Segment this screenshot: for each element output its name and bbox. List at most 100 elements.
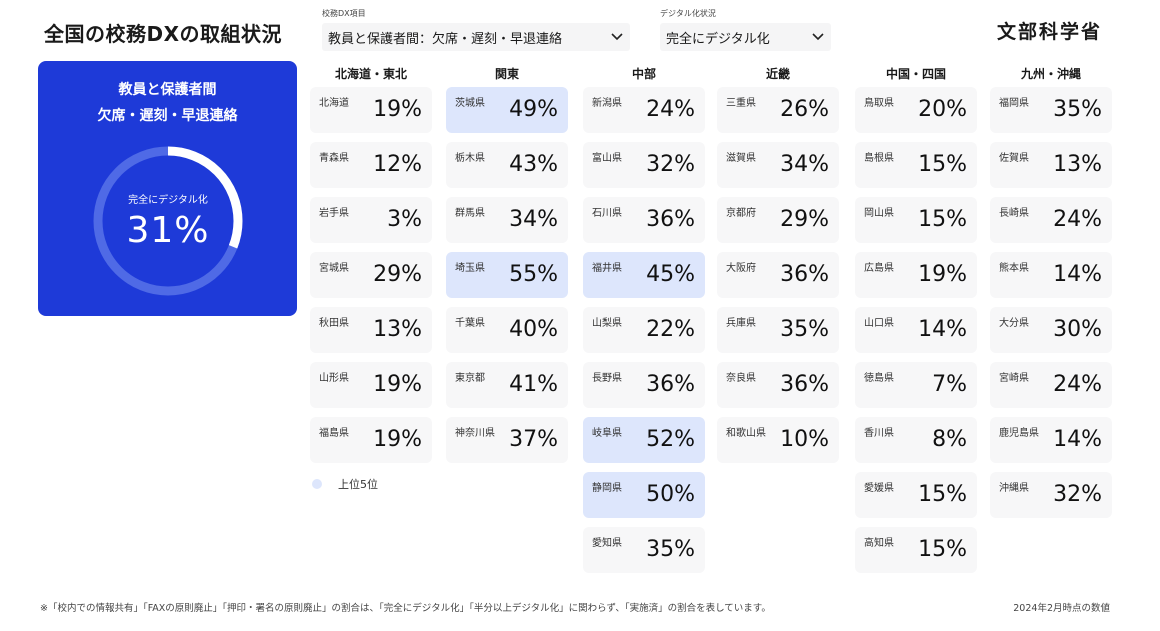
prefecture-rate: 19% — [373, 372, 422, 397]
prefecture-tile[interactable]: 和歌山県 10% — [717, 417, 839, 463]
prefecture-tile[interactable]: 佐賀県 13% — [990, 142, 1112, 188]
prefecture-name: 広島県 — [864, 263, 894, 274]
prefecture-rate: 15% — [918, 152, 967, 177]
prefecture-rate: 43% — [509, 152, 558, 177]
prefecture-rate: 10% — [780, 427, 829, 452]
prefecture-name: 高知県 — [864, 538, 894, 549]
prefecture-name: 熊本県 — [999, 263, 1029, 274]
prefecture-tile[interactable]: 富山県 32% — [583, 142, 705, 188]
prefecture-name: 香川県 — [864, 428, 894, 439]
prefecture-tile[interactable]: 千葉県 40% — [446, 307, 568, 353]
prefecture-tile[interactable]: 長野県 36% — [583, 362, 705, 408]
prefecture-name: 神奈川県 — [455, 428, 495, 439]
prefecture-rate: 32% — [1053, 482, 1102, 507]
prefecture-tile[interactable]: 高知県 15% — [855, 527, 977, 573]
prefecture-name: 三重県 — [726, 98, 756, 109]
prefecture-tile[interactable]: 神奈川県 37% — [446, 417, 568, 463]
prefecture-tile[interactable]: 茨城県 49% — [446, 87, 568, 133]
prefecture-tile[interactable]: 鳥取県 20% — [855, 87, 977, 133]
region-header: 関東 — [494, 67, 519, 81]
prefecture-tile[interactable]: 新潟県 24% — [583, 87, 705, 133]
prefecture-name: 岩手県 — [319, 208, 349, 219]
prefecture-name: 奈良県 — [726, 373, 756, 384]
prefecture-tile[interactable]: 兵庫県 35% — [717, 307, 839, 353]
prefecture-name: 秋田県 — [319, 318, 349, 329]
prefecture-tile[interactable]: 栃木県 43% — [446, 142, 568, 188]
prefecture-rate: 14% — [918, 317, 967, 342]
dx-item-select[interactable]: 教員と保護者間：欠席・遅刻・早退連絡 — [322, 23, 630, 51]
region-header: 北海道・東北 — [334, 67, 407, 81]
prefecture-name: 山梨県 — [592, 318, 622, 329]
prefecture-tile[interactable]: 長崎県 24% — [990, 197, 1112, 243]
prefecture-rate: 35% — [1053, 97, 1102, 122]
prefecture-tile[interactable]: 福岡県 35% — [990, 87, 1112, 133]
prefecture-name: 東京都 — [455, 373, 485, 384]
prefecture-rate: 22% — [646, 317, 695, 342]
prefecture-rate: 19% — [373, 97, 422, 122]
prefecture-tile[interactable]: 石川県 36% — [583, 197, 705, 243]
prefecture-tile[interactable]: 静岡県 50% — [583, 472, 705, 518]
region-header: 近畿 — [765, 67, 790, 81]
legend: 上位5位 — [312, 476, 378, 492]
prefecture-tile[interactable]: 沖縄県 32% — [990, 472, 1112, 518]
prefecture-rate: 14% — [1053, 427, 1102, 452]
prefecture-tile[interactable]: 滋賀県 34% — [717, 142, 839, 188]
prefecture-tile[interactable]: 広島県 19% — [855, 252, 977, 298]
prefecture-name: 茨城県 — [455, 98, 485, 109]
prefecture-tile[interactable]: 福島県 19% — [310, 417, 432, 463]
digital-status-select[interactable]: 完全にデジタル化 — [660, 23, 831, 51]
prefecture-tile[interactable]: 京都府 29% — [717, 197, 839, 243]
summary-title: 教員と保護者間 欠席・遅刻・早退連絡 — [38, 77, 297, 129]
summary-value: 31% — [126, 210, 210, 251]
prefecture-name: 長崎県 — [999, 208, 1029, 219]
prefecture-tile[interactable]: 秋田県 13% — [310, 307, 432, 353]
prefecture-tile[interactable]: 香川県 8% — [855, 417, 977, 463]
summary-title-line2: 欠席・遅刻・早退連絡 — [97, 108, 238, 124]
prefecture-tile[interactable]: 宮城県 29% — [310, 252, 432, 298]
prefecture-rate: 13% — [373, 317, 422, 342]
prefecture-tile[interactable]: 三重県 26% — [717, 87, 839, 133]
prefecture-name: 大阪府 — [726, 263, 756, 274]
prefecture-name: 宮崎県 — [999, 373, 1029, 384]
prefecture-rate: 13% — [1053, 152, 1102, 177]
prefecture-name: 徳島県 — [864, 373, 894, 384]
prefecture-tile[interactable]: 岩手県 3% — [310, 197, 432, 243]
prefecture-tile[interactable]: 山形県 19% — [310, 362, 432, 408]
prefecture-tile[interactable]: 山梨県 22% — [583, 307, 705, 353]
prefecture-rate: 15% — [918, 482, 967, 507]
prefecture-rate: 36% — [646, 372, 695, 397]
prefecture-name: 愛知県 — [592, 538, 622, 549]
prefecture-name: 沖縄県 — [999, 483, 1029, 494]
prefecture-tile[interactable]: 大阪府 36% — [717, 252, 839, 298]
prefecture-name: 石川県 — [592, 208, 622, 219]
prefecture-tile[interactable]: 大分県 30% — [990, 307, 1112, 353]
prefecture-rate: 40% — [509, 317, 558, 342]
prefecture-tile[interactable]: 東京都 41% — [446, 362, 568, 408]
prefecture-tile[interactable]: 愛媛県 15% — [855, 472, 977, 518]
prefecture-rate: 35% — [780, 317, 829, 342]
prefecture-tile[interactable]: 青森県 12% — [310, 142, 432, 188]
prefecture-tile[interactable]: 熊本県 14% — [990, 252, 1112, 298]
prefecture-name: 千葉県 — [455, 318, 485, 329]
page-title: 全国の校務DXの取組状況 — [44, 22, 283, 46]
prefecture-tile[interactable]: 福井県 45% — [583, 252, 705, 298]
prefecture-tile[interactable]: 北海道 19% — [310, 87, 432, 133]
prefecture-rate: 24% — [1053, 372, 1102, 397]
prefecture-rate: 7% — [932, 372, 967, 397]
prefecture-rate: 15% — [918, 207, 967, 232]
prefecture-tile[interactable]: 鹿児島県 14% — [990, 417, 1112, 463]
prefecture-tile[interactable]: 岐阜県 52% — [583, 417, 705, 463]
prefecture-name: 富山県 — [592, 153, 622, 164]
prefecture-tile[interactable]: 島根県 15% — [855, 142, 977, 188]
prefecture-name: 福井県 — [592, 263, 622, 274]
prefecture-tile[interactable]: 群馬県 34% — [446, 197, 568, 243]
prefecture-tile[interactable]: 埼玉県 55% — [446, 252, 568, 298]
prefecture-name: 岐阜県 — [592, 428, 622, 439]
prefecture-tile[interactable]: 奈良県 36% — [717, 362, 839, 408]
prefecture-tile[interactable]: 宮崎県 24% — [990, 362, 1112, 408]
prefecture-tile[interactable]: 徳島県 7% — [855, 362, 977, 408]
prefecture-tile[interactable]: 岡山県 15% — [855, 197, 977, 243]
prefecture-tile[interactable]: 愛知県 35% — [583, 527, 705, 573]
prefecture-tile[interactable]: 山口県 14% — [855, 307, 977, 353]
prefecture-rate: 24% — [646, 97, 695, 122]
